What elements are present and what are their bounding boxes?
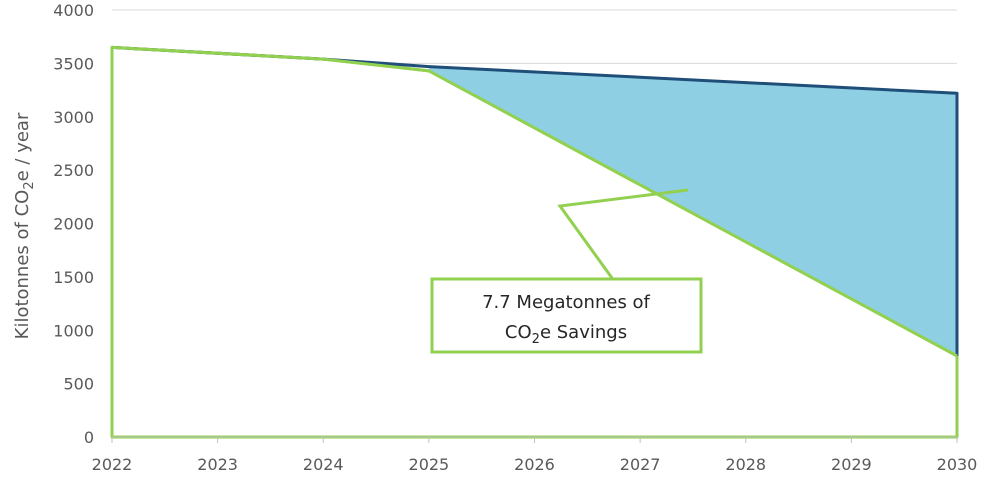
y-tick-2000: 2000 [53, 215, 94, 234]
x-tick-2024: 2024 [303, 455, 344, 474]
y-tick-2500: 2500 [53, 161, 94, 180]
savings-area-layer [110, 45, 959, 439]
callout-pointer [557, 188, 689, 279]
callout-box [430, 277, 703, 354]
x-tick-2022: 2022 [92, 455, 133, 474]
y-tick-labels: 0 500 1000 1500 2000 2500 3000 3500 4000 [53, 1, 94, 447]
x-tick-2023: 2023 [197, 455, 238, 474]
y-tick-1500: 1500 [53, 268, 94, 287]
y-tick-1000: 1000 [53, 321, 94, 340]
x-tick-2027: 2027 [620, 455, 661, 474]
x-tick-2028: 2028 [725, 455, 766, 474]
callout-line-1: 7.7 Megatonnes of [482, 292, 650, 313]
x-tick-2030: 2030 [937, 455, 978, 474]
savings-callout: 7.7 Megatonnes of CO2e Savings [430, 188, 703, 354]
axes [111, 436, 958, 443]
series-lines [111, 45, 959, 358]
y-tick-4000: 4000 [53, 1, 94, 20]
x-tick-2029: 2029 [831, 455, 872, 474]
callout-line-2: CO2e Savings [505, 322, 627, 347]
y-axis-label: Kilotonnes of CO2e / year [12, 112, 37, 339]
y-tick-0: 0 [84, 428, 94, 447]
x-tick-2026: 2026 [514, 455, 555, 474]
x-tick-2025: 2025 [409, 455, 450, 474]
x-tick-labels: 2022 2023 2024 2025 2026 2027 2028 2029 2030 [92, 455, 978, 474]
reduced-series-line [111, 45, 958, 358]
y-tick-3500: 3500 [53, 54, 94, 73]
y-tick-500: 500 [63, 375, 94, 394]
y-tick-3000: 3000 [53, 108, 94, 127]
